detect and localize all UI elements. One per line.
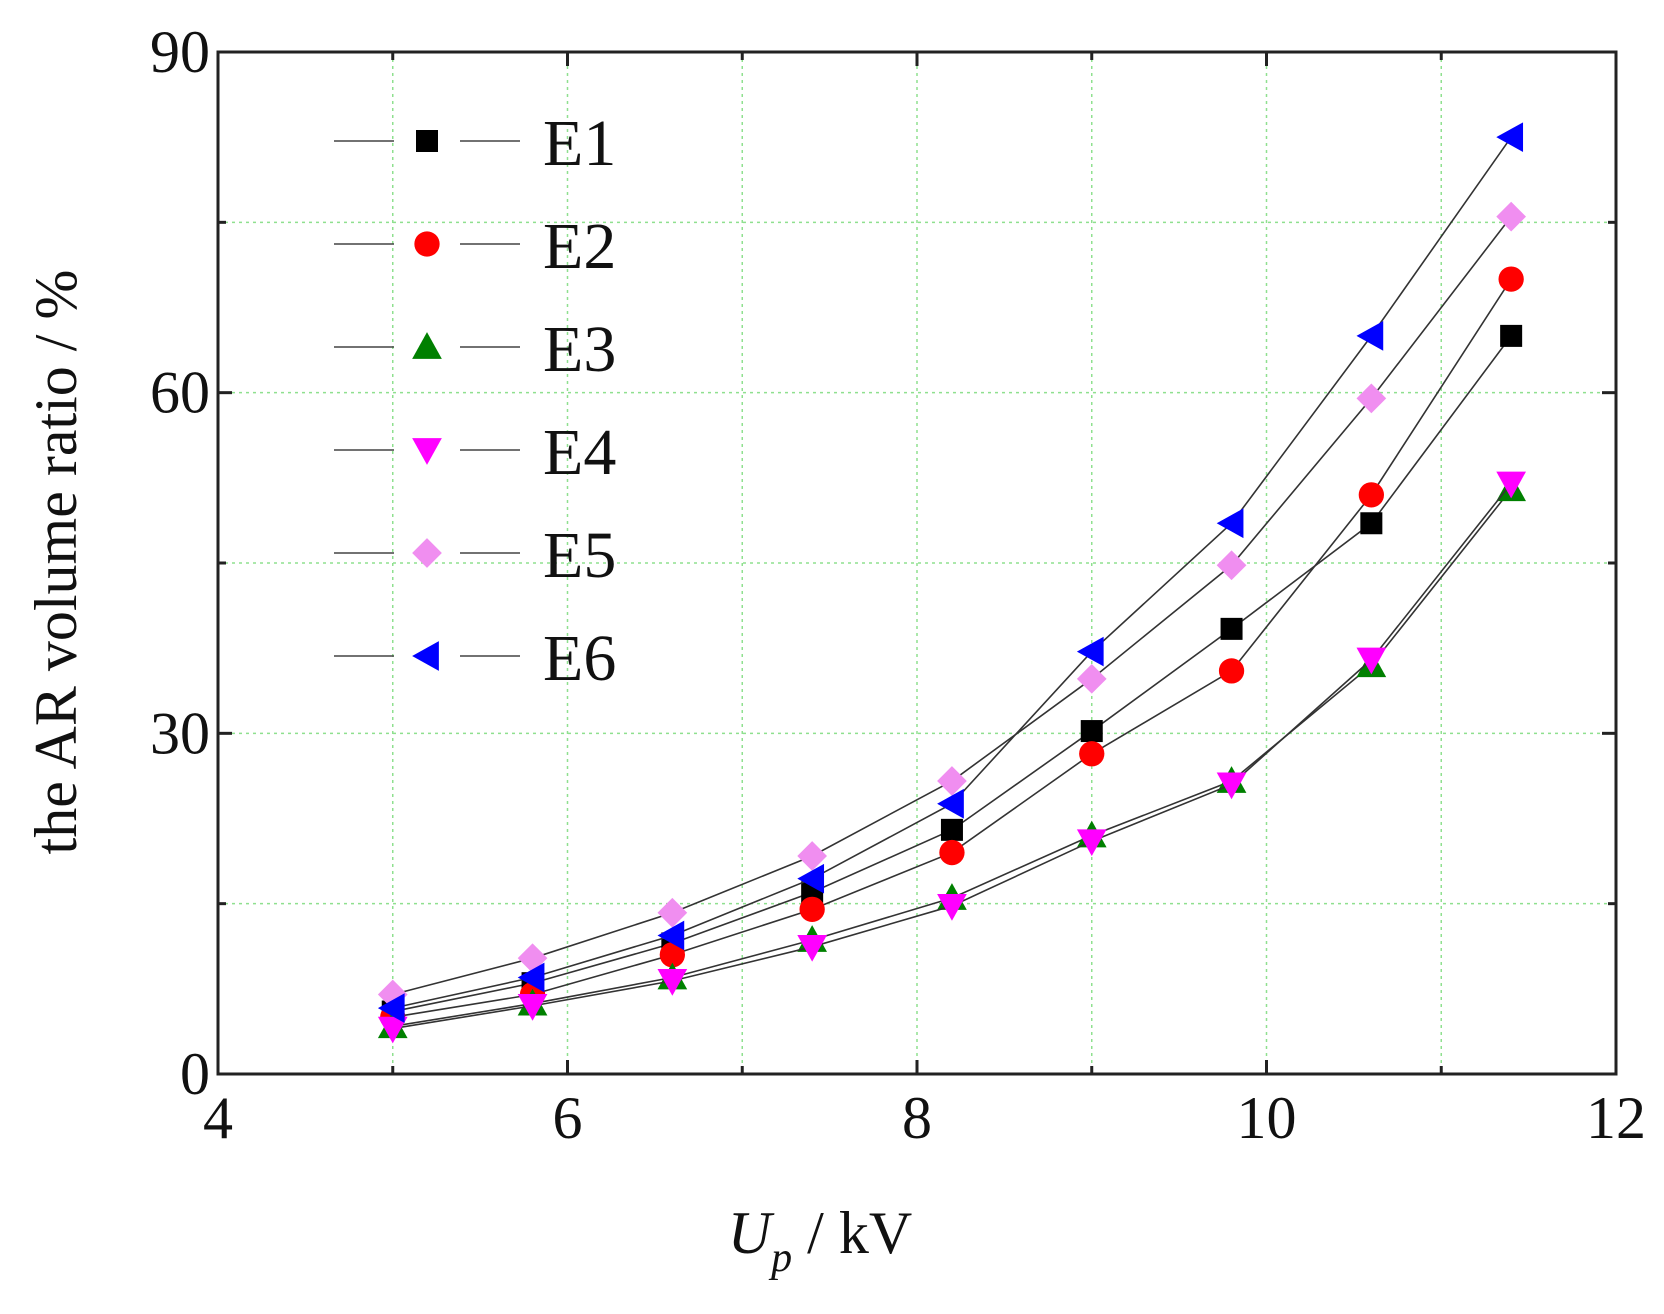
legend-label-E4: E4: [543, 416, 616, 489]
legend: E1 E2 E3 E4 E5 E6: [334, 107, 616, 695]
data-point-E6: [1496, 122, 1524, 153]
data-point-E5: [657, 897, 688, 928]
data-point-E1: [1360, 512, 1383, 535]
data-point-E6: [937, 788, 964, 819]
x-axis-label-main: U: [728, 1200, 775, 1266]
legend-item-E1: E1: [334, 107, 616, 180]
data-point-E4: [1356, 647, 1387, 675]
data-point-E6: [517, 962, 545, 993]
data-point-E1: [1080, 720, 1103, 743]
legend-item-E6: E6: [334, 622, 616, 695]
y-tick-label: 60: [150, 360, 210, 426]
data-point-E6: [1356, 321, 1384, 351]
y-tick-label: 30: [150, 700, 210, 766]
data-point-E5: [797, 841, 827, 871]
data-point-E2: [1498, 266, 1524, 292]
legend-marker-E6: [412, 641, 439, 671]
data-point-E5: [1496, 201, 1526, 232]
series-E6: [377, 122, 1524, 1023]
legend-marker-E2: [414, 231, 440, 257]
data-point-E4: [797, 934, 827, 962]
series-group: [377, 122, 1526, 1044]
x-tick-label: 8: [902, 1085, 932, 1151]
x-tick-label: 12: [1586, 1085, 1646, 1151]
legend-marker-E1: [416, 130, 438, 152]
data-point-E6: [1216, 508, 1244, 539]
data-point-E4: [937, 894, 967, 921]
data-point-E4: [377, 1016, 408, 1044]
data-point-E2: [939, 839, 965, 866]
legend-marker-E3: [412, 332, 442, 359]
y-tick-label: 90: [150, 19, 210, 85]
data-point-E5: [1216, 550, 1247, 581]
data-point-E4: [1076, 829, 1107, 857]
data-point-E4: [1216, 772, 1247, 800]
legend-marker-E4: [412, 438, 442, 465]
legend-marker-E5: [412, 538, 442, 568]
legend-label-E6: E6: [543, 622, 616, 695]
legend-item-E3: E3: [334, 313, 616, 386]
data-point-E2: [1358, 482, 1384, 508]
legend-label-E5: E5: [543, 519, 616, 592]
axis-ticks: 4 6 8 10 12 0 30 60 90: [150, 19, 1646, 1151]
x-axis-label: Up / kV: [728, 1200, 912, 1281]
grid-lines: [218, 52, 1616, 1074]
data-point-E5: [1076, 663, 1107, 694]
series-E5: [377, 201, 1526, 1010]
series-E4: [377, 471, 1526, 1044]
x-tick-label: 4: [203, 1085, 233, 1151]
data-point-E5: [517, 943, 548, 974]
x-tick-label: 6: [553, 1085, 583, 1151]
x-tick-label: 10: [1237, 1085, 1297, 1151]
data-point-E4: [517, 993, 548, 1021]
data-point-E4: [1496, 471, 1526, 499]
legend-item-E2: E2: [334, 210, 616, 283]
y-axis-label: the AR volume ratio / %: [23, 270, 89, 855]
legend-label-E1: E1: [543, 107, 616, 180]
data-point-E1: [1220, 617, 1243, 640]
data-point-E1: [1500, 324, 1523, 347]
x-axis-label-unit: / kV: [792, 1200, 912, 1266]
y-tick-label: 0: [180, 1041, 210, 1107]
legend-item-E5: E5: [334, 519, 616, 592]
data-point-E6: [1076, 636, 1104, 667]
data-point-E5: [937, 766, 967, 796]
data-point-E2: [1218, 658, 1245, 684]
data-point-E6: [657, 920, 685, 951]
legend-label-E2: E2: [543, 210, 616, 283]
x-axis-label-subscript: p: [768, 1235, 792, 1281]
data-point-E4: [657, 969, 688, 996]
data-point-E2: [1079, 741, 1105, 767]
data-point-E2: [659, 942, 685, 968]
legend-item-E4: E4: [334, 416, 616, 489]
legend-label-E3: E3: [543, 313, 616, 386]
data-point-E6: [797, 863, 825, 894]
data-point-E5: [1356, 383, 1387, 414]
data-point-E1: [940, 818, 963, 841]
data-point-E6: [377, 993, 405, 1023]
data-point-E2: [799, 896, 825, 922]
